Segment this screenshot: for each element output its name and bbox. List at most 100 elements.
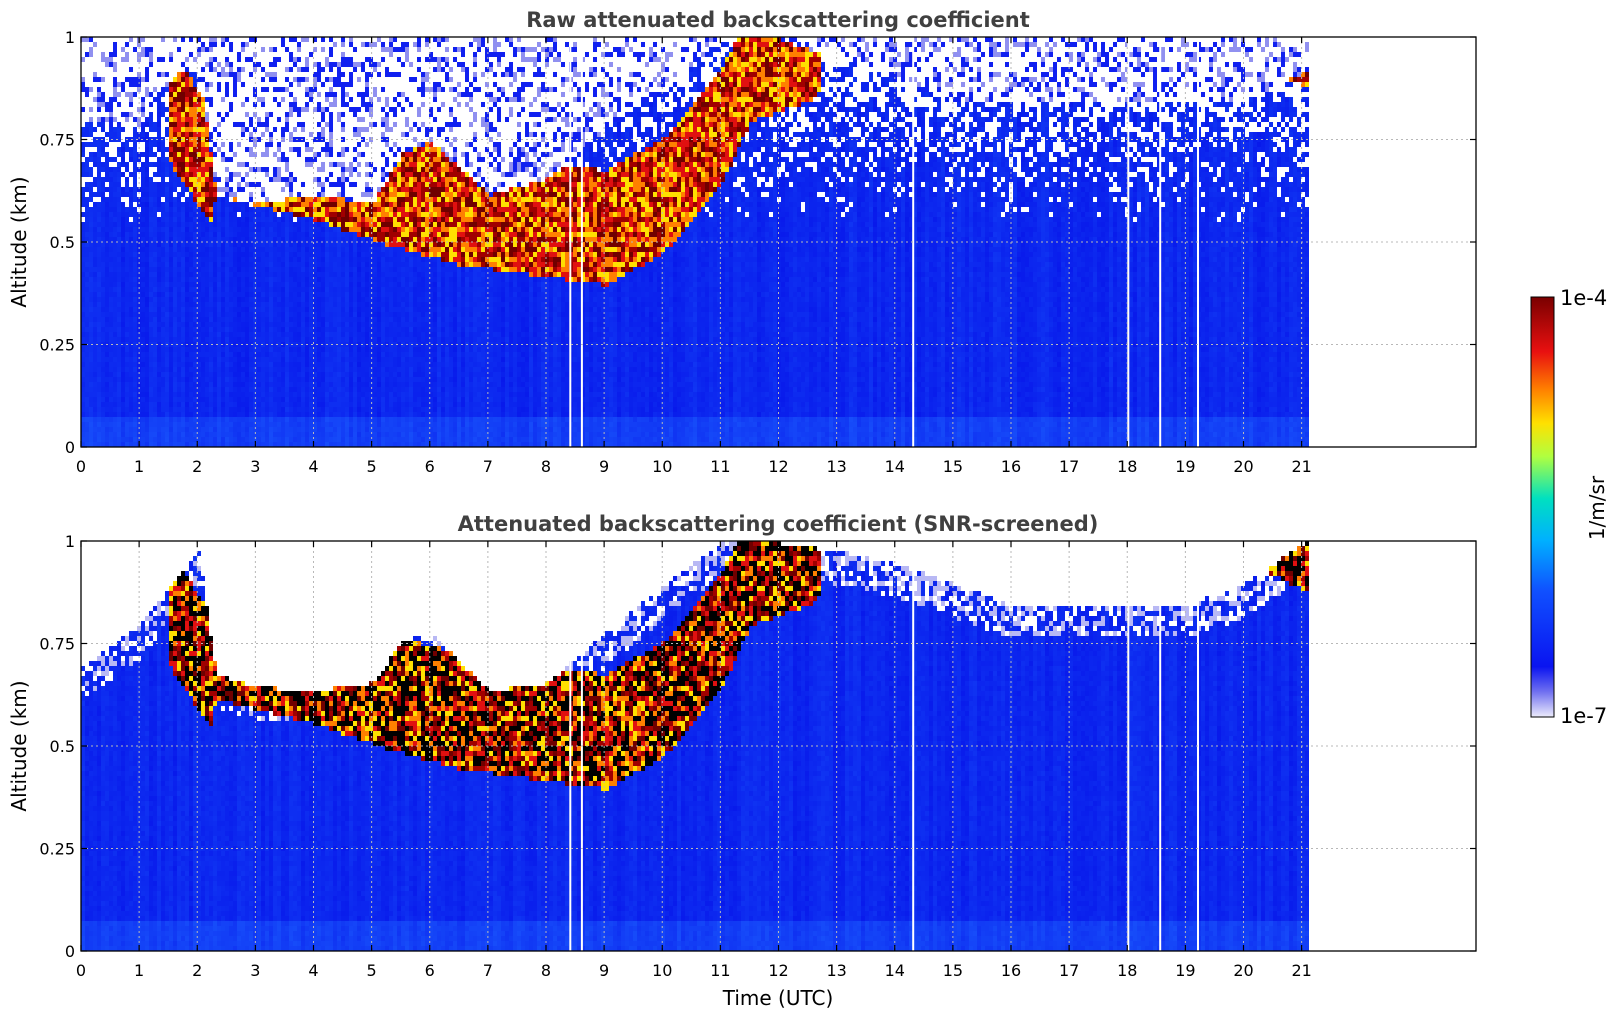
heatmap-cell (349, 232, 353, 237)
heatmap-cell (365, 317, 369, 322)
heatmap-cell (205, 182, 209, 187)
heatmap-cell (317, 352, 321, 357)
heatmap-cell (373, 387, 377, 392)
heatmap-cell (277, 287, 281, 292)
heatmap-cell (177, 77, 181, 82)
heatmap-cell (93, 357, 97, 362)
heatmap-cell (149, 272, 153, 277)
heatmap-cell (181, 357, 185, 362)
heatmap-cell (345, 102, 349, 107)
heatmap-cell (177, 202, 181, 207)
heatmap-cell (317, 167, 321, 172)
heatmap-cell (105, 152, 109, 157)
heatmap-cell (121, 192, 125, 197)
heatmap-cell (145, 397, 149, 402)
heatmap-cell (121, 407, 125, 412)
heatmap-cell (237, 432, 241, 437)
heatmap-cell (233, 287, 237, 292)
heatmap-cell (173, 367, 177, 372)
heatmap-cell (341, 92, 345, 97)
heatmap-cell (153, 382, 157, 387)
heatmap-cell (345, 257, 349, 262)
heatmap-cell (337, 67, 341, 72)
heatmap-cell (361, 332, 365, 337)
heatmap-cell (181, 82, 185, 87)
heatmap-cell (213, 302, 217, 307)
heatmap-cell (297, 297, 301, 302)
heatmap-cell (293, 362, 297, 367)
heatmap-cell (257, 367, 261, 372)
heatmap-cell (177, 92, 181, 97)
heatmap-cell (145, 77, 149, 82)
heatmap-cell (357, 252, 361, 257)
heatmap-cell (245, 422, 249, 427)
heatmap-cell (317, 382, 321, 387)
heatmap-cell (173, 397, 177, 402)
heatmap-cell (349, 207, 353, 212)
heatmap-cell (357, 212, 361, 217)
heatmap-cell (349, 397, 353, 402)
heatmap-cell (129, 257, 133, 262)
heatmap-cell (161, 37, 165, 42)
heatmap-cell (261, 217, 265, 222)
heatmap-cell (321, 417, 325, 422)
heatmap-cell (217, 82, 221, 87)
heatmap-cell (85, 207, 89, 212)
heatmap-cell (385, 227, 389, 232)
heatmap-cell (273, 282, 277, 287)
heatmap-cell (213, 202, 217, 207)
heatmap-cell (269, 407, 273, 412)
heatmap-cell (245, 392, 249, 397)
heatmap-cell (209, 147, 213, 152)
heatmap-cell (169, 102, 173, 107)
heatmap-cell (177, 152, 181, 157)
heatmap-cell (329, 322, 333, 327)
heatmap-cell (229, 272, 233, 277)
heatmap-cell (309, 297, 313, 302)
heatmap-cell (133, 82, 137, 87)
heatmap-cell (281, 242, 285, 247)
heatmap-cell (233, 372, 237, 377)
heatmap-cell (145, 172, 149, 177)
heatmap-cell (277, 372, 281, 377)
heatmap-cell (333, 287, 337, 292)
heatmap-cell (345, 402, 349, 407)
heatmap-cell (109, 362, 113, 367)
heatmap-cell (233, 392, 237, 397)
heatmap-cell (85, 367, 89, 372)
heatmap-cell (333, 292, 337, 297)
heatmap-cell (241, 287, 245, 292)
heatmap-cell (301, 402, 305, 407)
heatmap-cell (109, 322, 113, 327)
heatmap-cell (117, 317, 121, 322)
heatmap-cell (209, 297, 213, 302)
heatmap-cell (157, 297, 161, 302)
heatmap-cell (329, 272, 333, 277)
heatmap-cell (257, 267, 261, 272)
heatmap-cell (185, 402, 189, 407)
heatmap-cell (173, 212, 177, 217)
heatmap-cell (129, 402, 133, 407)
heatmap-cell (305, 162, 309, 167)
heatmap-cell (357, 367, 361, 372)
heatmap-cell (153, 277, 157, 282)
heatmap-cell (353, 132, 357, 137)
heatmap-cell (305, 232, 309, 237)
heatmap-cell (273, 417, 277, 422)
heatmap-cell (157, 392, 161, 397)
heatmap-cell (105, 232, 109, 237)
heatmap-cell (129, 282, 133, 287)
heatmap-cell (129, 232, 133, 237)
heatmap-cell (373, 167, 377, 172)
heatmap-cell (113, 282, 117, 287)
heatmap-cell (333, 257, 337, 262)
heatmap-cell (165, 252, 169, 257)
heatmap-cell (205, 62, 209, 67)
heatmap-cell (237, 282, 241, 287)
heatmap-cell (181, 362, 185, 367)
heatmap-cell (289, 227, 293, 232)
heatmap-cell (117, 277, 121, 282)
heatmap-cell (373, 297, 377, 302)
heatmap-cell (361, 202, 365, 207)
heatmap-cell (381, 372, 385, 377)
